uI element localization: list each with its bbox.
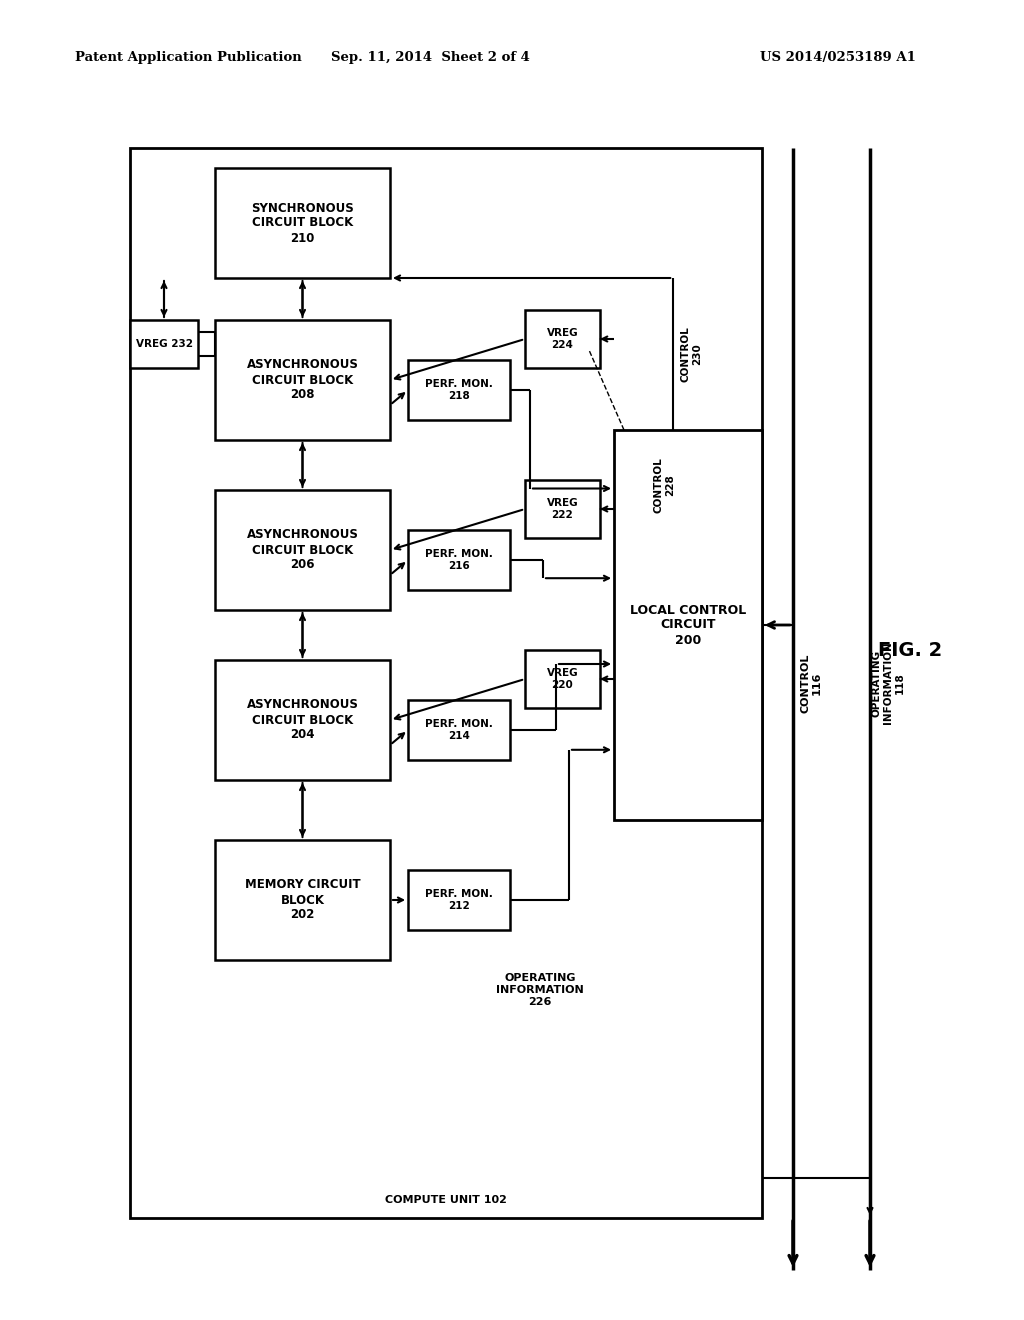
Text: ASYNCHRONOUS
CIRCUIT BLOCK
204: ASYNCHRONOUS CIRCUIT BLOCK 204 [247,698,358,742]
Text: CONTROL
116: CONTROL 116 [800,653,822,713]
Text: LOCAL CONTROL
CIRCUIT
200: LOCAL CONTROL CIRCUIT 200 [630,603,746,647]
Bar [614,430,762,820]
Bar [525,649,600,708]
Bar [408,531,510,590]
Text: CONTROL
228: CONTROL 228 [653,457,675,513]
Text: ASYNCHRONOUS
CIRCUIT BLOCK
206: ASYNCHRONOUS CIRCUIT BLOCK 206 [247,528,358,572]
Text: VREG
224: VREG 224 [547,329,579,350]
Bar [130,319,198,368]
Text: COMPUTE UNIT 102: COMPUTE UNIT 102 [385,1195,507,1205]
Text: FIG. 2: FIG. 2 [878,640,942,660]
Text: MEMORY CIRCUIT
BLOCK
202: MEMORY CIRCUIT BLOCK 202 [245,879,360,921]
Text: OPERATING
INFORMATION
226: OPERATING INFORMATION 226 [496,973,584,1007]
Text: VREG
222: VREG 222 [547,498,579,520]
Text: PERF. MON.
214: PERF. MON. 214 [425,719,493,741]
Bar [215,660,390,780]
Bar [215,840,390,960]
Bar [408,360,510,420]
Bar [215,168,390,279]
Bar [215,319,390,440]
Text: PERF. MON.
216: PERF. MON. 216 [425,549,493,570]
Text: OPERATING
INFORMATION
118: OPERATING INFORMATION 118 [871,642,904,725]
Text: SYNCHRONOUS
CIRCUIT BLOCK
210: SYNCHRONOUS CIRCUIT BLOCK 210 [251,202,354,244]
Text: Patent Application Publication: Patent Application Publication [75,50,302,63]
Text: Sep. 11, 2014  Sheet 2 of 4: Sep. 11, 2014 Sheet 2 of 4 [331,50,529,63]
Text: VREG
220: VREG 220 [547,668,579,690]
Text: ASYNCHRONOUS
CIRCUIT BLOCK
208: ASYNCHRONOUS CIRCUIT BLOCK 208 [247,359,358,401]
Bar [215,490,390,610]
Bar [408,700,510,760]
Text: PERF. MON.
212: PERF. MON. 212 [425,890,493,911]
Text: US 2014/0253189 A1: US 2014/0253189 A1 [760,50,915,63]
Text: CONTROL
230: CONTROL 230 [680,326,702,381]
Bar [525,480,600,539]
Bar [130,148,762,1218]
Bar [525,310,600,368]
Text: PERF. MON.
218: PERF. MON. 218 [425,379,493,401]
Text: VREG 232: VREG 232 [135,339,193,348]
Bar [408,870,510,931]
